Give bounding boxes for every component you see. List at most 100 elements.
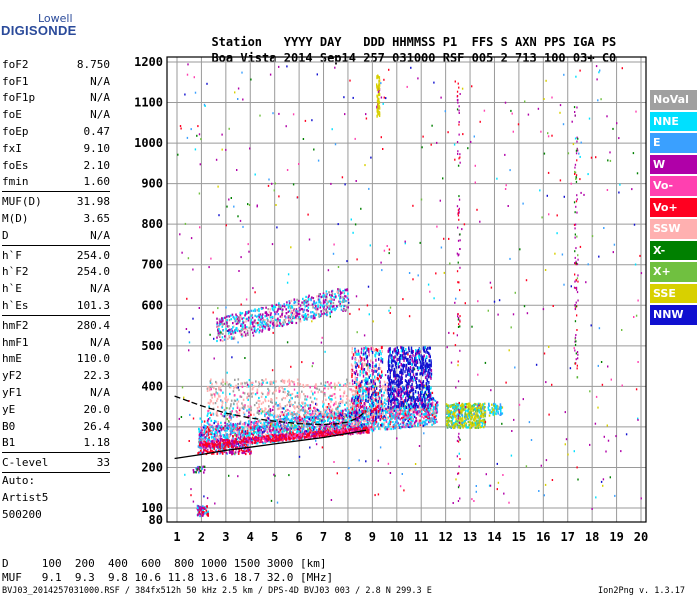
- echo-point: [419, 423, 422, 426]
- echo-point: [218, 430, 221, 433]
- echo-point: [307, 416, 310, 419]
- echo-point: [422, 355, 424, 359]
- echo-point: [291, 411, 293, 414]
- echo-point: [361, 356, 363, 360]
- echo-point: [250, 392, 253, 395]
- echo-point: [268, 413, 270, 416]
- echo-point: [389, 421, 392, 424]
- echo-point: [433, 398, 435, 401]
- echo-point: [321, 400, 324, 403]
- echo-point: [236, 437, 239, 440]
- echo-point: [213, 441, 216, 444]
- echo-point: [320, 419, 323, 422]
- echo-point: [345, 401, 348, 404]
- echo-point: [352, 402, 354, 405]
- echo-point: [214, 433, 216, 436]
- echo-point: [256, 432, 258, 435]
- echo-point: [312, 426, 314, 430]
- echo-point: [295, 434, 298, 437]
- echo-point: [264, 414, 266, 418]
- echo-point: [363, 401, 366, 405]
- echo-point: [296, 434, 299, 437]
- echo-point: [311, 400, 313, 403]
- echo-point: [367, 398, 370, 401]
- echo-point: [378, 357, 380, 361]
- echo-point: [360, 427, 362, 430]
- echo-point: [237, 400, 240, 403]
- echo-point: [389, 408, 391, 411]
- echo-point: [334, 429, 336, 432]
- echo-point: [371, 365, 374, 368]
- echo-point: [324, 428, 326, 431]
- echo-point: [329, 430, 332, 433]
- echo-point: [403, 401, 405, 404]
- echo-point: [309, 429, 311, 432]
- echo-point: [217, 424, 220, 427]
- echo-point: [343, 429, 345, 432]
- echo-point: [398, 412, 401, 415]
- echo-point: [377, 402, 380, 405]
- echo-point: [307, 437, 310, 440]
- echo-point: [211, 396, 213, 399]
- echo-point: [373, 402, 375, 406]
- echo-point: [365, 425, 367, 428]
- echo-point: [412, 423, 415, 427]
- echo-point: [389, 360, 391, 364]
- echo-point: [317, 411, 320, 414]
- echo-point: [229, 442, 231, 445]
- echo-point: [343, 392, 345, 395]
- echo-point: [365, 423, 367, 426]
- echo-point: [210, 440, 212, 443]
- echo-point: [299, 383, 302, 386]
- echo-point: [369, 382, 371, 385]
- echo-point: [397, 388, 399, 392]
- param-hmf1: hmF1 N/A: [2, 334, 110, 351]
- echo-point: [367, 374, 370, 378]
- echo-point: [316, 410, 318, 413]
- echo-point: [277, 404, 280, 407]
- echo-point: [224, 439, 227, 442]
- echo-point: [420, 354, 422, 358]
- echo-point: [404, 407, 406, 411]
- echo-point: [249, 429, 252, 432]
- echo-point: [313, 414, 315, 417]
- hdr-label-p1: P1: [442, 35, 458, 49]
- echo-point: [375, 369, 377, 373]
- echo-point: [408, 346, 410, 350]
- echo-point: [206, 430, 209, 433]
- echo-point: [426, 350, 429, 354]
- echo-point: [386, 417, 389, 421]
- echo-point: [324, 431, 327, 435]
- echo-point: [200, 443, 203, 446]
- echo-point: [345, 421, 347, 425]
- echo-point: [360, 405, 363, 408]
- echo-point: [201, 438, 203, 441]
- echo-point: [230, 433, 232, 436]
- echo-point: [260, 421, 262, 424]
- echo-point: [296, 419, 299, 422]
- echo-point: [256, 422, 259, 425]
- echo-point: [408, 390, 411, 394]
- echo-point: [216, 397, 219, 400]
- echo-point: [385, 398, 388, 401]
- header-line-1: Station YYYY DAY DDD HHMMSS P1 FFS S AXN…: [197, 21, 616, 49]
- echo-point: [318, 410, 321, 414]
- echo-point: [243, 392, 246, 395]
- echo-point: [387, 425, 390, 428]
- echo-point: [359, 432, 361, 435]
- echo-point: [271, 408, 274, 411]
- echo-point: [253, 427, 255, 430]
- echo-point: [378, 400, 380, 403]
- param-label: yF2: [2, 369, 22, 383]
- echo-point: [317, 391, 319, 394]
- echo-point: [323, 415, 325, 419]
- echo-point: [410, 416, 413, 419]
- echo-point: [396, 346, 398, 350]
- echo-point: [382, 417, 384, 420]
- echo-point: [224, 429, 226, 432]
- echo-point: [368, 403, 371, 407]
- autoscaling-text: 500200: [2, 507, 42, 521]
- echo-point: [267, 435, 270, 438]
- echo-point: [424, 402, 426, 405]
- echo-point: [420, 424, 423, 427]
